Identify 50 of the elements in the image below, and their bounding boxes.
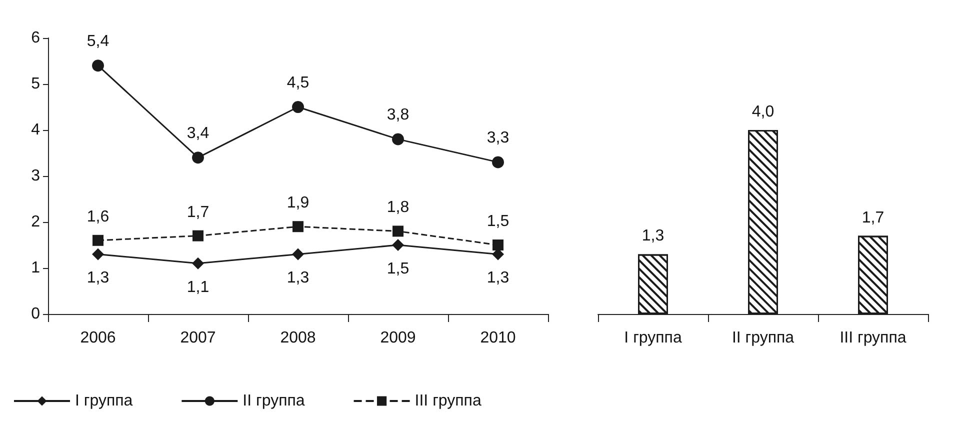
- y-tick-label: 1: [31, 260, 40, 276]
- x-tick-label: II группа: [732, 330, 794, 346]
- x-tick-label: 2009: [380, 330, 416, 346]
- point: [392, 239, 404, 251]
- data-label: 1,3: [86, 270, 110, 287]
- point: [492, 156, 504, 168]
- point: [192, 257, 204, 270]
- data-label: 1,7: [186, 204, 210, 221]
- data-label: 1,5: [386, 260, 410, 278]
- point: [292, 101, 304, 113]
- point: [392, 226, 404, 237]
- legend-label: II группа: [242, 392, 305, 410]
- x-tick-label: III группа: [840, 330, 906, 346]
- x-tick-label: 2010: [480, 330, 516, 346]
- point: [92, 234, 104, 246]
- data-label: 1,9: [286, 194, 310, 212]
- data-label: 4,5: [286, 74, 310, 92]
- data-label: 3,3: [486, 130, 510, 147]
- data-label: 1,7: [862, 209, 884, 226]
- data-label: 5,4: [86, 33, 110, 50]
- data-label: 3,8: [386, 106, 410, 124]
- y-tick-label: 6: [31, 30, 40, 46]
- data-label: 1,3: [286, 270, 310, 287]
- x-tick-label: I группа: [624, 330, 682, 346]
- y-tick-label: 0: [31, 306, 40, 322]
- legend-label: I группа: [75, 392, 133, 410]
- point: [392, 133, 404, 146]
- y-tick-label: 5: [31, 76, 40, 92]
- point: [292, 248, 304, 260]
- point: [192, 230, 204, 242]
- y-tick-label: 3: [31, 168, 40, 184]
- data-label: 1,6: [86, 208, 110, 226]
- x-tick-label: 2007: [180, 330, 216, 346]
- y-tick-label: 4: [31, 122, 40, 138]
- point: [292, 221, 304, 232]
- data-label: 1,5: [486, 213, 510, 230]
- data-label: 3,4: [186, 125, 210, 142]
- x-tick-label: 2006: [80, 330, 116, 346]
- data-label: 4,0: [752, 104, 774, 120]
- point: [192, 152, 204, 164]
- data-label: 1,3: [486, 270, 510, 287]
- point: [492, 240, 504, 250]
- data-label: 1,8: [386, 199, 410, 216]
- x-tick-label: 2008: [280, 330, 316, 346]
- data-label: 1,1: [186, 278, 210, 296]
- data-label: 1,3: [642, 228, 664, 245]
- point: [92, 248, 104, 260]
- y-tick-label: 2: [31, 214, 40, 230]
- legend-label: III группа: [414, 392, 482, 410]
- point: [92, 60, 104, 72]
